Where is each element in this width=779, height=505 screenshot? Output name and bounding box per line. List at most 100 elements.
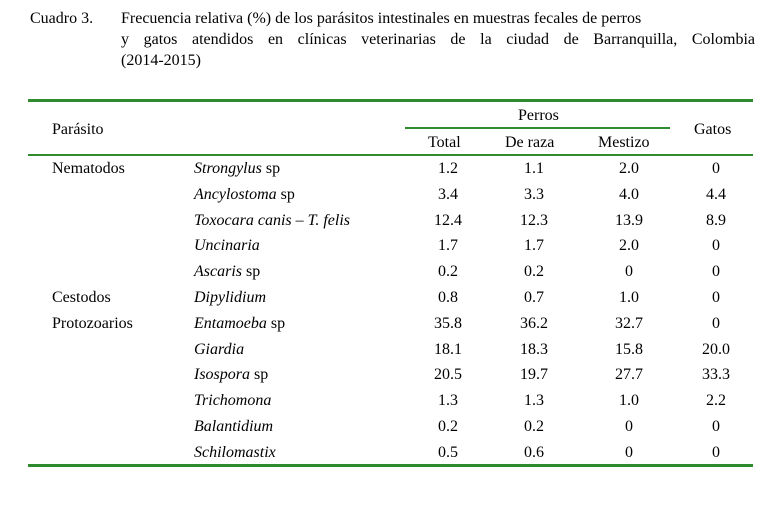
mixed-cell: 2.0 xyxy=(619,160,639,177)
cats-cell: 0 xyxy=(712,314,720,332)
total-cell: 20.5 xyxy=(434,366,462,384)
table-header-rule xyxy=(28,154,753,156)
mixed-cell: 27.7 xyxy=(615,366,643,384)
table-row: Isospora sp 20.5 19.7 27.7 33.3 xyxy=(0,366,779,392)
header-cats: Gatos xyxy=(694,121,732,138)
dogs-group-rule xyxy=(405,127,670,129)
table-row: Toxocara canis – T. felis 12.4 12.3 13.9 8.9 xyxy=(0,212,779,238)
total-cell: 18.1 xyxy=(434,340,462,358)
group-cell: Protozoarios xyxy=(52,314,133,332)
mixed-cell: 4.0 xyxy=(619,185,639,203)
caption-line-1: Frecuencia relativa (%) de los parásitos… xyxy=(121,10,642,27)
mixed-cell: 1.0 xyxy=(619,392,639,410)
parasite-name: Balantidium xyxy=(194,418,274,435)
header-mixed: Mestizo xyxy=(598,134,650,151)
cats-cell: 8.9 xyxy=(706,211,726,229)
table-row: Protozoarios Entamoeba sp 35.8 36.2 32.7 0 xyxy=(0,315,779,341)
parasite-cell: Toxocara canis – T. felis xyxy=(194,212,350,230)
parasite-name: Dipylidium xyxy=(194,289,266,306)
parasite-name: Trichomona xyxy=(194,392,272,410)
mixed-cell: 32.7 xyxy=(615,314,643,332)
mixed-cell: 1.0 xyxy=(619,289,639,306)
table-bottom-rule xyxy=(28,464,753,467)
total-cell: 1.3 xyxy=(438,392,458,410)
parasite-name: Toxocara canis – T. felis xyxy=(194,211,351,229)
parasite-suffix: sp xyxy=(261,160,281,177)
table-row: Trichomona 1.3 1.3 1.0 2.2 xyxy=(0,392,779,418)
parasite-name: Isospora xyxy=(194,366,251,384)
table-row: Balantidium 0.2 0.2 0 0 xyxy=(0,418,779,444)
mixed-cell: 0 xyxy=(625,443,633,461)
mixed-cell: 2.0 xyxy=(619,237,639,255)
cats-cell: 0 xyxy=(712,443,720,461)
parasite-name: Strongylus xyxy=(194,160,262,177)
mixed-cell: 13.9 xyxy=(615,211,643,229)
breed-cell: 1.7 xyxy=(524,237,544,255)
header-total: Total xyxy=(428,134,461,151)
mixed-cell: 0 xyxy=(625,418,633,435)
total-cell: 1.2 xyxy=(438,160,458,177)
header-breed: De raza xyxy=(505,134,555,151)
breed-cell: 0.7 xyxy=(524,289,544,306)
breed-cell: 36.2 xyxy=(520,314,548,332)
table-row: Ascaris sp 0.2 0.2 0 0 xyxy=(0,263,779,289)
table-top-rule xyxy=(28,99,753,102)
header-parasite: Parásito xyxy=(52,121,104,138)
mixed-cell: 15.8 xyxy=(615,340,643,358)
total-cell: 35.8 xyxy=(434,314,462,332)
breed-cell: 1.1 xyxy=(524,160,544,177)
table-row: Uncinaria 1.7 1.7 2.0 0 xyxy=(0,237,779,263)
breed-cell: 12.3 xyxy=(520,211,548,229)
parasite-cell: Entamoeba sp xyxy=(194,315,285,333)
mixed-cell: 0 xyxy=(625,263,633,281)
parasite-suffix: sp xyxy=(242,263,261,281)
parasite-cell: Trichomona xyxy=(194,392,271,410)
parasite-cell: Balantidium xyxy=(194,418,273,436)
table-row: Ancylostoma sp 3.4 3.3 4.0 4.4 xyxy=(0,186,779,212)
parasite-suffix: sp xyxy=(276,185,295,203)
parasite-name: Entamoeba xyxy=(194,314,267,332)
parasite-cell: Strongylus sp xyxy=(194,160,280,178)
cats-cell: 0 xyxy=(712,418,720,435)
parasite-cell: Isospora sp xyxy=(194,366,268,384)
cats-cell: 33.3 xyxy=(702,366,730,384)
cats-cell: 20.0 xyxy=(702,340,730,358)
breed-cell: 0.6 xyxy=(524,443,544,461)
parasite-name: Giardia xyxy=(194,340,245,358)
header-dogs: Perros xyxy=(518,107,559,124)
total-cell: 12.4 xyxy=(434,211,462,229)
table-row: Giardia 18.1 18.3 15.8 20.0 xyxy=(0,341,779,367)
table-row: Cestodos Dipylidium 0.8 0.7 1.0 0 xyxy=(0,289,779,315)
table-row: Nematodos Strongylus sp 1.2 1.1 2.0 0 xyxy=(0,160,779,186)
cats-cell: 0 xyxy=(712,263,720,281)
caption-line-2: y gatos atendidos en clínicas veterinari… xyxy=(121,31,755,48)
breed-cell: 1.3 xyxy=(524,392,544,410)
cats-cell: 0 xyxy=(712,289,720,306)
parasite-cell: Uncinaria xyxy=(194,237,260,255)
parasite-name: Schilomastix xyxy=(194,443,276,461)
breed-cell: 3.3 xyxy=(524,185,544,203)
group-cell: Nematodos xyxy=(52,160,125,177)
total-cell: 1.7 xyxy=(438,237,458,255)
cats-cell: 0 xyxy=(712,237,720,255)
parasite-cell: Dipylidium xyxy=(194,289,266,307)
total-cell: 3.4 xyxy=(438,185,458,203)
total-cell: 0.5 xyxy=(438,443,458,461)
cats-cell: 0 xyxy=(712,160,720,177)
parasite-cell: Giardia xyxy=(194,341,244,359)
breed-cell: 0.2 xyxy=(524,263,544,281)
parasite-cell: Ascaris sp xyxy=(194,263,260,281)
cats-cell: 2.2 xyxy=(706,392,726,410)
parasite-name: Uncinaria xyxy=(194,237,260,255)
breed-cell: 0.2 xyxy=(524,418,544,435)
cats-cell: 4.4 xyxy=(706,185,726,203)
total-cell: 0.2 xyxy=(438,263,458,281)
caption-label: Cuadro 3. xyxy=(30,10,94,27)
parasite-cell: Schilomastix xyxy=(194,444,276,462)
table-row: Schilomastix 0.5 0.6 0 0 xyxy=(0,444,779,470)
total-cell: 0.8 xyxy=(438,289,458,306)
breed-cell: 19.7 xyxy=(520,366,548,384)
breed-cell: 18.3 xyxy=(520,340,548,358)
group-cell: Cestodos xyxy=(52,289,111,306)
total-cell: 0.2 xyxy=(438,418,458,435)
